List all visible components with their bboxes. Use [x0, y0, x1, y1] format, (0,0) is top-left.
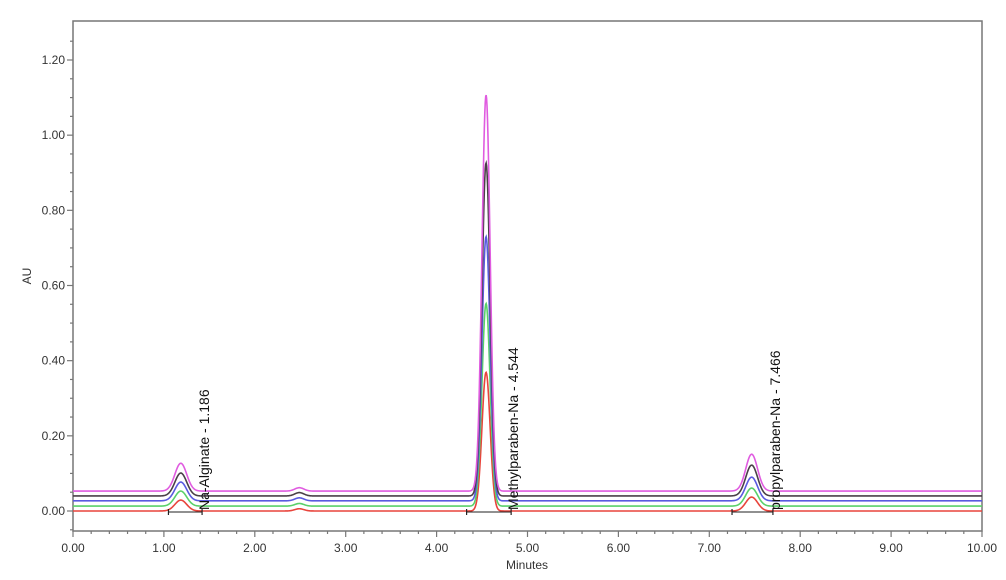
y-tick-label: 0.20: [42, 429, 66, 443]
trace-line-3: [73, 159, 982, 497]
x-tick-label: 0.00: [61, 541, 85, 555]
y-tick-label: 0.40: [42, 354, 66, 368]
trace-line-0: [73, 370, 982, 512]
x-tick-label: 7.00: [698, 541, 722, 555]
x-tick-label: 5.00: [516, 541, 540, 555]
y-axis-label: AU: [20, 268, 34, 285]
y-tick-label: 1.00: [42, 128, 66, 142]
peak-label: Na-Alginate - 1.186: [196, 389, 212, 510]
x-tick-label: 6.00: [607, 541, 631, 555]
x-axis-label: Minutes: [506, 558, 548, 572]
trace-line-4: [73, 94, 982, 492]
x-tick-label: 3.00: [334, 541, 358, 555]
x-tick-label: 8.00: [789, 541, 813, 555]
x-tick-label: 4.00: [425, 541, 449, 555]
trace-line-2: [73, 234, 982, 502]
peak-label: Methylparaben-Na - 4.544: [505, 347, 521, 510]
y-tick-label: 1.20: [42, 53, 66, 67]
y-tick-label: 0.00: [42, 504, 66, 518]
x-tick-label: 9.00: [879, 541, 903, 555]
trace-line-1: [73, 301, 982, 507]
x-tick-label: 10.00: [967, 541, 997, 555]
y-tick-label: 0.80: [42, 203, 66, 217]
peak-label: propylparaben-Na - 7.466: [767, 350, 783, 510]
x-tick-label: 1.00: [152, 541, 176, 555]
x-tick-label: 2.00: [243, 541, 267, 555]
y-tick-label: 0.60: [42, 279, 66, 293]
